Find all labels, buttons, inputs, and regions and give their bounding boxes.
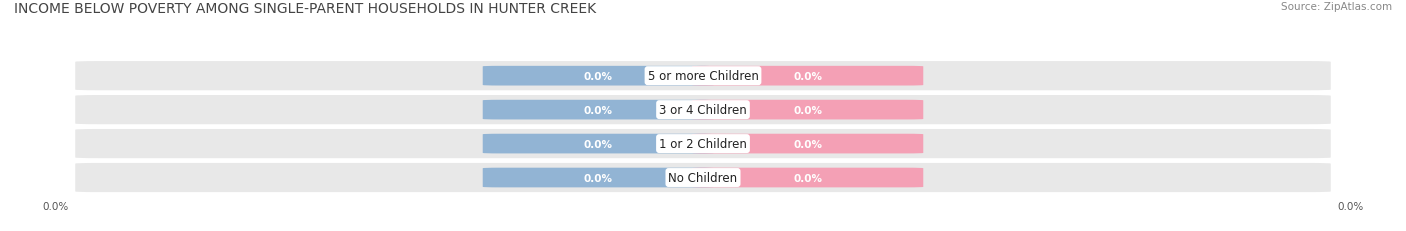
Text: 0.0%: 0.0%	[583, 71, 613, 81]
Text: 1 or 2 Children: 1 or 2 Children	[659, 137, 747, 150]
FancyBboxPatch shape	[692, 134, 924, 154]
Text: 0.0%: 0.0%	[583, 173, 613, 183]
FancyBboxPatch shape	[482, 67, 714, 86]
Text: 0.0%: 0.0%	[1337, 201, 1364, 211]
FancyBboxPatch shape	[692, 168, 924, 188]
FancyBboxPatch shape	[75, 163, 1330, 192]
FancyBboxPatch shape	[75, 96, 1330, 125]
Text: 5 or more Children: 5 or more Children	[648, 70, 758, 83]
FancyBboxPatch shape	[75, 62, 1330, 91]
FancyBboxPatch shape	[482, 100, 714, 120]
Text: 0.0%: 0.0%	[793, 173, 823, 183]
Text: 0.0%: 0.0%	[583, 105, 613, 115]
Text: Source: ZipAtlas.com: Source: ZipAtlas.com	[1281, 2, 1392, 12]
Text: 0.0%: 0.0%	[42, 201, 69, 211]
Text: 3 or 4 Children: 3 or 4 Children	[659, 104, 747, 117]
Text: 0.0%: 0.0%	[793, 71, 823, 81]
FancyBboxPatch shape	[692, 100, 924, 120]
Text: 0.0%: 0.0%	[793, 139, 823, 149]
Text: INCOME BELOW POVERTY AMONG SINGLE-PARENT HOUSEHOLDS IN HUNTER CREEK: INCOME BELOW POVERTY AMONG SINGLE-PARENT…	[14, 2, 596, 16]
FancyBboxPatch shape	[692, 67, 924, 86]
Text: 0.0%: 0.0%	[793, 105, 823, 115]
Text: 0.0%: 0.0%	[583, 139, 613, 149]
Text: No Children: No Children	[668, 171, 738, 184]
FancyBboxPatch shape	[482, 168, 714, 188]
FancyBboxPatch shape	[75, 129, 1330, 158]
FancyBboxPatch shape	[482, 134, 714, 154]
